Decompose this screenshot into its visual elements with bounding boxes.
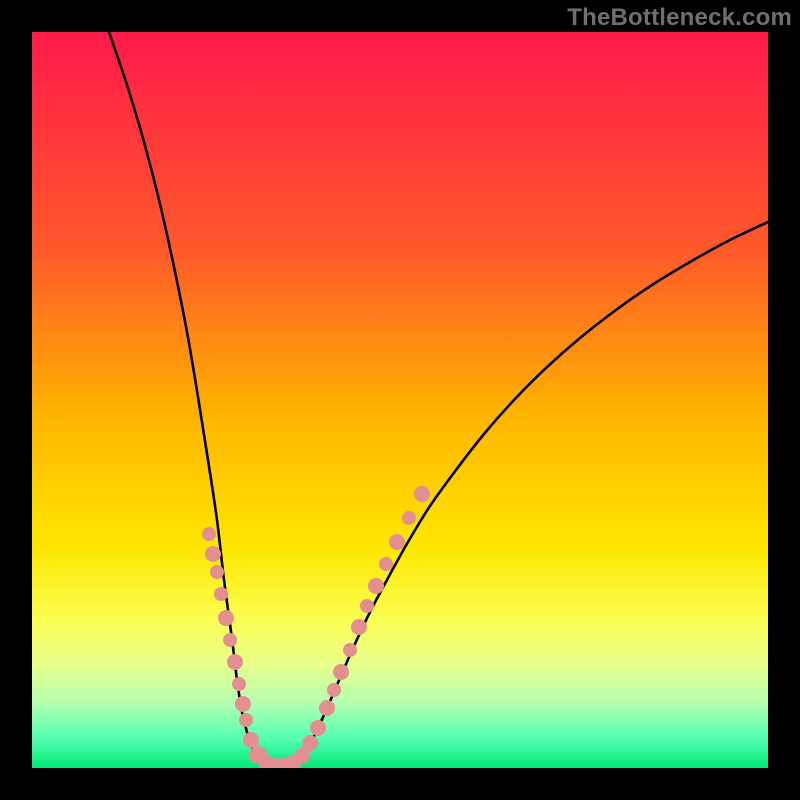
- data-dot: [223, 633, 237, 647]
- data-dot: [218, 610, 234, 626]
- data-dot: [389, 534, 405, 550]
- chart-background: [32, 32, 768, 768]
- data-dot: [205, 546, 221, 562]
- data-dot: [235, 696, 251, 712]
- chart-svg: [32, 32, 768, 768]
- data-dot: [302, 735, 318, 751]
- data-dot: [402, 511, 416, 525]
- chart-plot-area: [32, 32, 768, 768]
- data-dot: [202, 527, 216, 541]
- data-dot: [414, 486, 430, 502]
- data-dot: [379, 557, 393, 571]
- data-dot: [232, 677, 246, 691]
- data-dot: [343, 643, 357, 657]
- data-dot: [227, 654, 243, 670]
- data-dot: [214, 587, 228, 601]
- data-dot: [319, 700, 335, 716]
- watermark-text: TheBottleneck.com: [567, 4, 792, 32]
- data-dot: [243, 732, 259, 748]
- chart-outer-frame: TheBottleneck.com: [0, 0, 800, 800]
- data-dot: [333, 664, 349, 680]
- data-dot: [351, 619, 367, 635]
- data-dot: [327, 683, 341, 697]
- data-dot: [368, 578, 384, 594]
- data-dot: [310, 720, 326, 736]
- data-dot: [239, 713, 253, 727]
- data-dot: [360, 599, 374, 613]
- data-dot: [210, 565, 224, 579]
